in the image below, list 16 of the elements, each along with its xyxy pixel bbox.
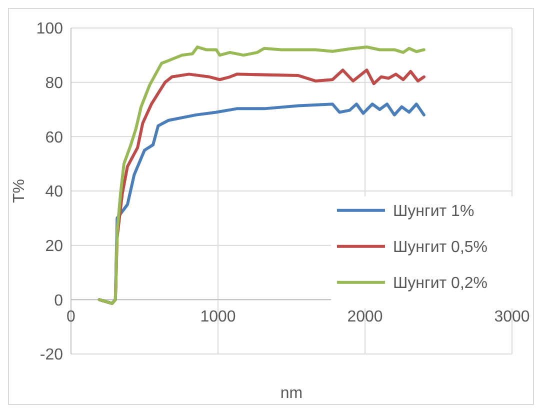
x-tick-label: 3000 bbox=[494, 308, 530, 326]
x-tick-label: 0 bbox=[66, 308, 76, 326]
legend-label: Шунгит 0,2% bbox=[393, 274, 488, 292]
y-tick-label: 40 bbox=[45, 184, 64, 201]
y-tick-label: 20 bbox=[45, 238, 64, 255]
y-tick-label: 60 bbox=[45, 129, 64, 146]
y-axis-title: T% bbox=[11, 179, 28, 203]
x-tick-label: 1000 bbox=[200, 308, 236, 326]
y-tick-label: 100 bbox=[36, 20, 64, 38]
x-axis-title: nm bbox=[280, 385, 303, 402]
y-tick-label: 80 bbox=[45, 74, 64, 92]
legend-label: Шунгит 1% bbox=[393, 202, 474, 220]
y-tick-label: -20 bbox=[40, 346, 64, 364]
legend-label: Шунгит 0,5% bbox=[393, 238, 488, 256]
y-tick-label: 0 bbox=[54, 292, 64, 310]
x-tick-label: 2000 bbox=[347, 308, 383, 326]
